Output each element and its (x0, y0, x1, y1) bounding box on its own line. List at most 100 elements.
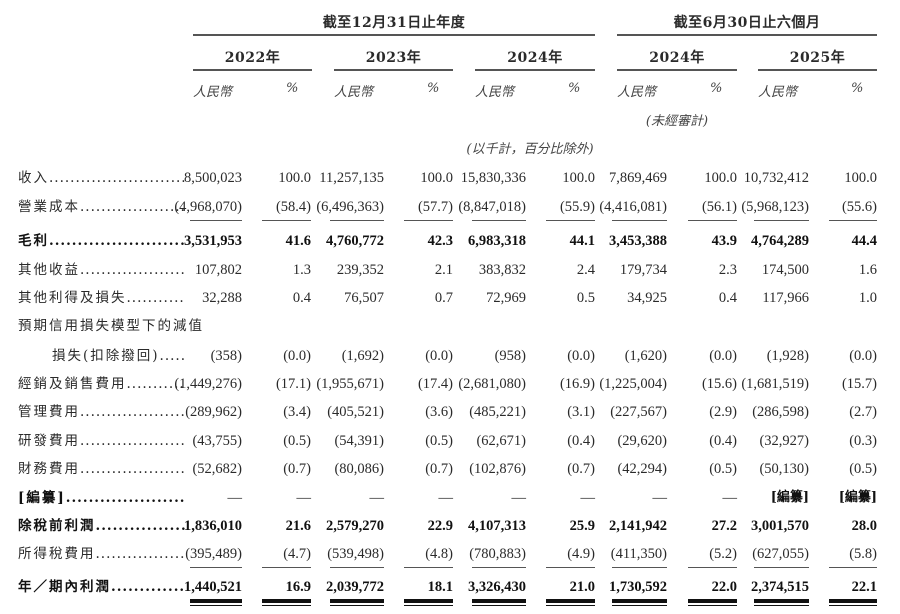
percent-cell: [編纂] (838, 490, 877, 505)
amount-cell: (42,294) (617, 461, 667, 477)
currency-label: 人民幣 (758, 85, 798, 100)
row-label: 營業成本 (18, 198, 186, 216)
row-label: 財務費用 (18, 460, 186, 478)
divider (193, 34, 595, 36)
row-label-text: 其他利得及損失 (18, 290, 127, 306)
amount-cell: 1,730,592 (609, 579, 667, 595)
row-label: 收入 (18, 169, 186, 187)
amount-cell: 117,966 (762, 290, 809, 306)
dot-leader (49, 169, 186, 187)
amount-cell: (50,130) (759, 461, 809, 477)
row-label: 研發費用 (18, 432, 186, 450)
double-underline (612, 599, 667, 606)
amount-cell: 4,764,289 (751, 233, 809, 249)
unaudited-note: (未經審計) (645, 114, 709, 129)
amount-cell: (5,968,123) (741, 199, 809, 215)
amount-cell: 15,830,336 (460, 170, 526, 186)
row-label-text: 經銷及銷售費用 (18, 376, 127, 392)
divider (617, 69, 737, 71)
subtotal-underline (330, 220, 384, 221)
row-label: 其他收益 (18, 261, 186, 279)
amount-cell: (539,498) (327, 546, 384, 562)
percent-cell: (17.1) (275, 376, 311, 392)
percent-label: % (427, 81, 440, 96)
subtotal-underline (612, 567, 667, 568)
divider (617, 34, 877, 36)
currency-label: 人民幣 (193, 85, 233, 100)
currency-label: 人民幣 (334, 85, 374, 100)
subtotal-underline (754, 567, 809, 568)
row-label-text: 其他收益 (18, 262, 80, 278)
percent-cell: (0.5) (849, 461, 877, 477)
percent-cell: (0.0) (567, 348, 595, 364)
double-underline (754, 599, 809, 606)
double-underline (330, 599, 384, 606)
subtotal-underline (688, 567, 737, 568)
amount-cell: (1,928) (766, 348, 809, 364)
percent-label: % (286, 81, 299, 96)
amount-cell: (4,968,070) (174, 199, 242, 215)
percent-cell: 22.0 (711, 579, 737, 595)
amount-cell: (405,521) (327, 404, 384, 420)
percent-cell: (2.7) (849, 404, 877, 420)
percent-cell: (0.5) (283, 433, 311, 449)
amount-cell: (627,055) (752, 546, 809, 562)
percent-cell: 0.4 (718, 290, 737, 306)
subtotal-underline (546, 567, 595, 568)
subtotal-underline (472, 220, 526, 221)
percent-cell: (0.7) (283, 461, 311, 477)
percent-cell: (3.4) (283, 404, 311, 420)
amount-cell: 179,734 (619, 262, 667, 278)
amount-cell: — (369, 490, 385, 506)
amount-cell: (780,883) (469, 546, 526, 562)
amount-cell: 3,531,953 (184, 233, 242, 249)
percent-cell: (4.9) (567, 546, 595, 562)
amount-cell: (102,876) (469, 461, 526, 477)
subtotal-underline (472, 567, 526, 568)
percent-cell: (5.8) (849, 546, 877, 562)
percent-cell: 22.9 (427, 518, 453, 534)
percent-cell: 21.0 (569, 579, 595, 595)
row-label: 除稅前利潤 (18, 517, 186, 535)
amount-cell: 107,802 (194, 262, 242, 278)
row-label: 其他利得及損失 (18, 289, 186, 307)
amount-cell: (289,962) (185, 404, 242, 420)
dot-leader (80, 198, 186, 216)
percent-cell: (58.4) (275, 199, 311, 215)
amount-cell: (32,927) (759, 433, 809, 449)
currency-label: 人民幣 (617, 85, 657, 100)
double-underline (472, 599, 526, 606)
percent-cell: (0.7) (567, 461, 595, 477)
amount-cell: (2,681,080) (458, 376, 526, 392)
amount-cell: 1,836,010 (184, 518, 242, 534)
percent-cell: 1.0 (858, 290, 877, 306)
percent-cell: 28.0 (851, 518, 877, 534)
amount-cell: (8,847,018) (458, 199, 526, 215)
amount-cell: (485,221) (469, 404, 526, 420)
percent-cell: 25.9 (569, 518, 595, 534)
row-label: 所得稅費用 (18, 545, 186, 563)
amount-cell: (1,681,519) (741, 376, 809, 392)
year-header: 2024年 (649, 50, 705, 66)
percent-cell: 2.3 (718, 262, 737, 278)
amount-cell: 2,374,515 (751, 579, 809, 595)
percent-cell: 100.0 (562, 170, 595, 186)
percent-cell: (55.9) (559, 199, 595, 215)
percent-cell: 100.0 (704, 170, 737, 186)
double-underline (829, 599, 877, 606)
subtotal-underline (404, 567, 453, 568)
percent-cell: (0.4) (709, 433, 737, 449)
percent-cell: (0.0) (709, 348, 737, 364)
year-header: 2022年 (224, 50, 281, 66)
amount-cell: (62,671) (476, 433, 526, 449)
subtotal-underline (262, 567, 311, 568)
divider (475, 69, 595, 71)
row-label: 管理費用 (18, 403, 186, 421)
dot-leader (80, 432, 186, 450)
subtotal-underline (754, 220, 809, 221)
percent-cell: (0.4) (567, 433, 595, 449)
percent-cell: (3.6) (425, 404, 453, 420)
row-label: 預期信用損失模型下的減值 (18, 317, 218, 335)
percent-cell: (0.0) (283, 348, 311, 364)
divider (758, 69, 877, 71)
